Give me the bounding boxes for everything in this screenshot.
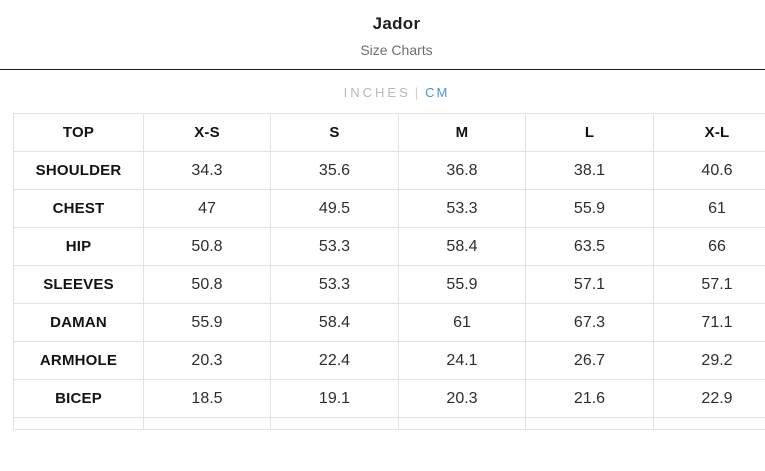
row-label-hip: HIP	[13, 227, 144, 266]
table-row-empty	[13, 417, 765, 430]
table-row: ARMHOLE 20.3 22.4 24.1 26.7 29.2	[13, 341, 765, 380]
row-label-chest: CHEST	[13, 189, 144, 228]
size-chart-table: TOP X-S S M L X-L SHOULDER 34.3 35.6 36.…	[13, 113, 765, 430]
column-header-l: L	[525, 113, 654, 152]
unit-option-cm[interactable]: CM	[425, 85, 450, 100]
cell-hip-xl: 66	[653, 227, 765, 266]
page-title: Jador	[372, 14, 421, 33]
row-label-daman: DAMAN	[13, 303, 144, 342]
cell-chest-xl: 61	[653, 189, 765, 228]
column-header-xs: X-S	[143, 113, 271, 152]
table-row: DAMAN 55.9 58.4 61 67.3 71.1	[13, 303, 765, 342]
cell-bicep-xl: 22.9	[653, 379, 765, 418]
table-row: SLEEVES 50.8 53.3 55.9 57.1 57.1	[13, 265, 765, 304]
cell-armhole-xs: 20.3	[143, 341, 271, 380]
cell-daman-m: 61	[398, 303, 526, 342]
cell-bicep-m: 20.3	[398, 379, 526, 418]
cell-armhole-l: 26.7	[525, 341, 654, 380]
cell-sleeves-xl: 57.1	[653, 265, 765, 304]
cell-sleeves-xs: 50.8	[143, 265, 271, 304]
row-label-shoulder: SHOULDER	[13, 151, 144, 190]
cell-shoulder-xs: 34.3	[143, 151, 271, 190]
column-header-top: TOP	[13, 113, 144, 152]
cell-armhole-m: 24.1	[398, 341, 526, 380]
cell-shoulder-s: 35.6	[270, 151, 399, 190]
cell-hip-l: 63.5	[525, 227, 654, 266]
cell-hip-xs: 50.8	[143, 227, 271, 266]
unit-option-inches[interactable]: INCHES	[343, 85, 411, 100]
cell-armhole-xl: 29.2	[653, 341, 765, 380]
cell-bicep-xs: 18.5	[143, 379, 271, 418]
column-header-m: M	[398, 113, 526, 152]
cell-chest-l: 55.9	[525, 189, 654, 228]
cell-hip-m: 58.4	[398, 227, 526, 266]
table-row: HIP 50.8 53.3 58.4 63.5 66	[13, 227, 765, 266]
header-divider	[0, 69, 765, 70]
cell-chest-xs: 47	[143, 189, 271, 228]
table-row: CHEST 47 49.5 53.3 55.9 61	[13, 189, 765, 228]
cell-sleeves-m: 55.9	[398, 265, 526, 304]
unit-toggle: INCHES | CM	[13, 84, 765, 101]
table-header-row: TOP X-S S M L X-L	[13, 113, 765, 152]
cell-armhole-s: 22.4	[270, 341, 399, 380]
column-header-s: S	[270, 113, 399, 152]
cell-bicep-l: 21.6	[525, 379, 654, 418]
cell-chest-s: 49.5	[270, 189, 399, 228]
cell-sleeves-l: 57.1	[525, 265, 654, 304]
cell-daman-xs: 55.9	[143, 303, 271, 342]
cell-hip-s: 53.3	[270, 227, 399, 266]
unit-toggle-separator: |	[414, 85, 419, 100]
cell-bicep-s: 19.1	[270, 379, 399, 418]
page-subtitle: Size Charts	[360, 42, 433, 58]
table-row: BICEP 18.5 19.1 20.3 21.6 22.9	[13, 379, 765, 418]
row-label-sleeves: SLEEVES	[13, 265, 144, 304]
table-row: SHOULDER 34.3 35.6 36.8 38.1 40.6	[13, 151, 765, 190]
cell-shoulder-l: 38.1	[525, 151, 654, 190]
cell-daman-s: 58.4	[270, 303, 399, 342]
cell-shoulder-xl: 40.6	[653, 151, 765, 190]
size-chart-section: INCHES | CM TOP X-S S M L X-L SHOULDER 34.…	[13, 84, 765, 430]
row-label-armhole: ARMHOLE	[13, 341, 144, 380]
cell-shoulder-m: 36.8	[398, 151, 526, 190]
column-header-xl: X-L	[653, 113, 765, 152]
header-section: Jador Size Charts	[13, 0, 765, 58]
cell-sleeves-s: 53.3	[270, 265, 399, 304]
cell-daman-l: 67.3	[525, 303, 654, 342]
cell-chest-m: 53.3	[398, 189, 526, 228]
row-label-bicep: BICEP	[13, 379, 144, 418]
cell-daman-xl: 71.1	[653, 303, 765, 342]
